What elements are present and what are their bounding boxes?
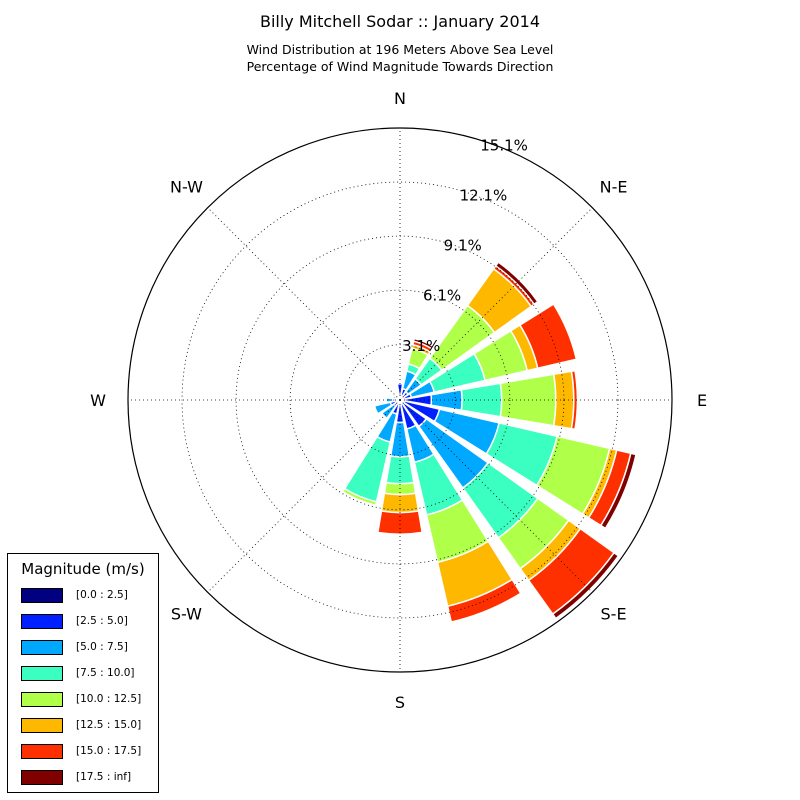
direction-labels: N N-E E S-E S S-W W N-W (90, 89, 707, 712)
bar-segment-dir-3-bin-6 (518, 303, 578, 370)
legend-label: [10.0 : 12.5] (76, 693, 142, 705)
direction-label: S-W (171, 605, 202, 624)
grid-ring-2 (235, 235, 565, 565)
bar-segment-dir-4-bin-6 (570, 369, 579, 431)
legend-label: [17.5 : inf] (76, 771, 132, 783)
wind-rose-bars (341, 261, 637, 623)
bar-segment-dir-1-bin-7 (412, 337, 435, 350)
bar-segment-dir-12-bin-2 (385, 396, 393, 404)
radial-tick-label: 15.1% (480, 137, 528, 155)
bar-segment-dir-4-bin-2 (430, 388, 463, 412)
radial-tick-label: 6.1% (423, 286, 461, 304)
chart-subtitle-line-2: Percentage of Wind Magnitude Towards Dir… (246, 59, 554, 74)
legend-swatch (21, 640, 63, 655)
legend-label: [12.5 : 15.0] (76, 719, 142, 731)
direction-label: S-E (601, 605, 627, 624)
bar-segment-dir-6-bin-7 (551, 551, 620, 620)
grid-ring-3 (181, 181, 619, 619)
bar-segment-dir-13-bin-2 (392, 395, 398, 400)
bar-segment-dir-9-bin-4 (341, 487, 378, 507)
bar-segment-dir-11-bin-2 (373, 401, 393, 415)
grid-spoke-7 (207, 207, 401, 401)
bar-segment-dir-7-bin-6 (446, 578, 522, 623)
bar-segment-dir-5-bin-7 (599, 452, 637, 530)
legend-title: Magnitude (m/s) (21, 560, 145, 578)
legend-swatch (21, 692, 63, 707)
bar-segment-dir-4-bin-3 (460, 382, 503, 418)
direction-label: S (395, 693, 405, 712)
legend-swatch (21, 770, 63, 785)
legend-swatch (21, 614, 63, 629)
grid-ring-0 (344, 344, 456, 456)
legend-label: [15.0 : 17.5] (76, 745, 142, 757)
radial-tick-labels: 3.1% 6.1% 9.1% 12.1% 15.1% (402, 137, 528, 355)
direction-label: N (394, 89, 406, 108)
legend-label: [0.0 : 2.5] (76, 589, 128, 601)
legend-label: [2.5 : 5.0] (76, 615, 128, 627)
radial-tick-label: 12.1% (460, 187, 508, 205)
direction-label: N-W (170, 177, 203, 196)
radial-tick-label: 9.1% (444, 237, 482, 255)
radial-tick-label: 3.1% (402, 337, 440, 355)
legend-label: [7.5 : 10.0] (76, 667, 135, 679)
direction-label: N-E (600, 177, 628, 196)
bar-segment-dir-2-bin-7 (494, 261, 539, 306)
bar-segment-dir-8-bin-6 (376, 510, 424, 535)
grid-ring-1 (289, 289, 511, 511)
legend-swatch (21, 718, 63, 733)
legend-label: [5.0 : 7.5] (76, 641, 128, 653)
direction-label: W (90, 391, 106, 410)
legend-swatch (21, 666, 63, 681)
chart-title: Billy Mitchell Sodar :: January 2014 (259, 12, 541, 31)
outer-circle (127, 127, 673, 673)
polar-grid (128, 128, 672, 672)
chart-subtitle-line-1: Wind Distribution at 196 Meters Above Se… (246, 42, 554, 57)
legend-swatch (21, 588, 63, 603)
direction-label: E (697, 391, 707, 410)
legend-swatch (21, 744, 63, 759)
legend: Magnitude (m/s) [0.0 : 2.5] [2.5 : 5.0] [5… (7, 553, 159, 793)
